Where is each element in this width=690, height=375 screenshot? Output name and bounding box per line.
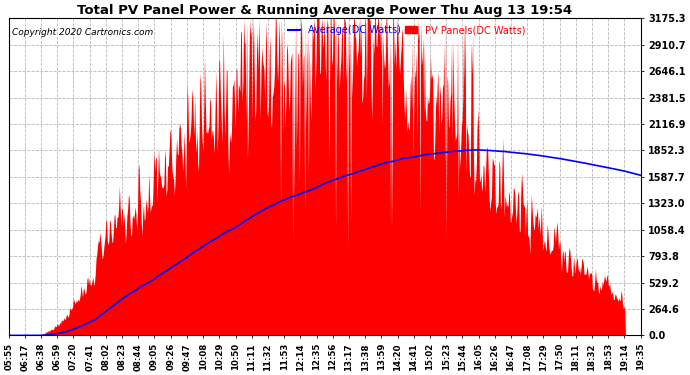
Title: Total PV Panel Power & Running Average Power Thu Aug 13 19:54: Total PV Panel Power & Running Average P… <box>77 4 572 17</box>
Text: Copyright 2020 Cartronics.com: Copyright 2020 Cartronics.com <box>12 28 153 37</box>
Legend: Average(DC Watts), PV Panels(DC Watts): Average(DC Watts), PV Panels(DC Watts) <box>286 23 527 37</box>
